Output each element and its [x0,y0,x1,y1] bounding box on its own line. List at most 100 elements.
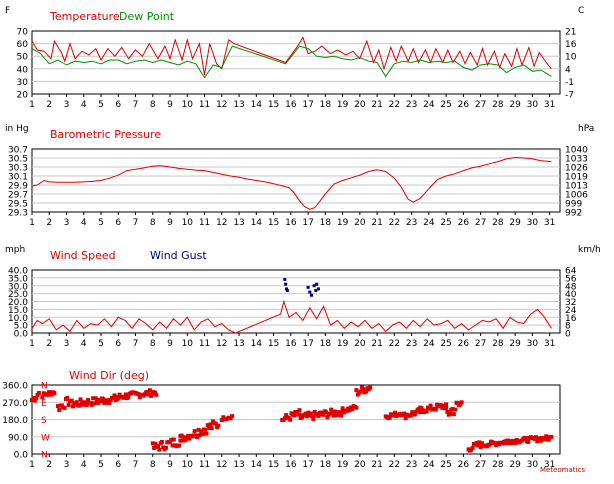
wind-dir-point [69,398,74,403]
x-tick-label: 18 [320,460,332,470]
y-tick-right: 1026 [565,164,588,174]
x-tick-label: 28 [492,218,504,228]
wind-dir-point [327,411,332,416]
wind-dir-point [533,435,538,440]
wind-dir-point [89,402,94,407]
wind-dir-point [338,411,343,416]
x-tick-label: 21 [371,100,382,110]
compass-label: N [41,451,48,461]
legend-item: Wind Gust [150,249,207,262]
wind-dir-point [126,395,131,400]
wind-dir-point [303,411,308,416]
x-tick-label: 1 [29,339,35,349]
wind-dir-point [183,438,188,443]
y-tick-left: 25.0 [8,290,28,300]
y-tick-right: 56 [565,274,577,284]
x-tick-label: 9 [167,339,173,349]
wind-dir-point [228,416,233,421]
x-tick-label: 6 [115,100,121,110]
x-tick-label: 12 [216,339,227,349]
footnote: Meteomatics [540,466,585,474]
x-tick-label: 29 [509,460,521,470]
wind-dir-point [306,410,311,415]
wind-dir-point [321,412,326,417]
wind-dir-point [284,413,289,418]
x-tick-label: 11 [199,339,210,349]
legend-item: Temperature [49,10,120,23]
x-tick-label: 28 [492,100,504,110]
wind-dir-point [539,438,544,443]
x-tick-label: 12 [216,100,227,110]
wind-dir-point [207,425,212,430]
x-tick-label: 14 [251,460,263,470]
compass-label: W [41,433,50,443]
wind-dir-point [492,441,497,446]
wind-dir-point [408,413,413,418]
x-tick-label: 21 [371,339,382,349]
compass-label: S [41,416,47,426]
x-tick-label: 12 [216,460,227,470]
wind-dir-point [305,414,310,419]
wind-dir-point [52,391,57,396]
wind-dir-point [424,409,429,414]
x-tick-label: 29 [509,339,521,349]
wind-dir-point [203,427,208,432]
gust-point [314,288,318,292]
x-tick-label: 20 [354,100,366,110]
x-tick-label: 7 [133,218,139,228]
wind-dir-point [86,398,91,403]
x-tick-label: 11 [199,460,210,470]
x-tick-label: 16 [285,100,297,110]
wind-dir-point [146,392,151,397]
y-tick-right: 64 [565,267,577,277]
plot-frame [31,30,561,95]
wind-dir-point [169,437,174,442]
y-tick-right: 8 [565,322,571,332]
wind-dir-point [311,416,316,421]
y-tick-left: 70 [17,28,29,38]
wind-dir-point [104,398,109,403]
wind-dir-point [152,390,157,395]
wind-dir-point [316,413,321,418]
wind-dir-point [339,413,344,418]
y-tick-left: 29.7 [8,191,28,201]
y-tick-left: 5.0 [14,322,29,332]
x-tick-label: 30 [527,339,539,349]
gust-point [306,285,310,289]
wind-dir-point [219,418,224,423]
wind-dir-point [312,409,317,414]
y-tick-left: 10.0 [8,314,28,324]
wind-dir-point [450,406,455,411]
wind-dir-point [40,395,45,400]
wind-dir-point [199,429,204,434]
gust-point [285,287,289,291]
wind-dir-point [549,434,554,439]
x-tick-label: 11 [199,100,210,110]
legend-item: Dew Point [119,10,175,23]
x-tick-label: 6 [115,460,121,470]
x-tick-label: 26 [458,460,470,470]
y-tick-left: 30.5 [8,155,28,165]
x-tick-label: 9 [167,218,173,228]
wind-dir-point [474,440,479,445]
wind-dir-point [428,403,433,408]
x-tick-label: 31 [544,460,555,470]
wind-dir-point [108,398,113,403]
x-tick-label: 13 [233,100,244,110]
wind-dir-point [205,423,210,428]
x-tick-label: 19 [337,100,349,110]
x-tick-label: 7 [133,100,139,110]
wind-dir-point [297,408,302,413]
x-tick-label: 31 [544,339,555,349]
x-tick-label: 17 [302,100,313,110]
y-tick-right: -7 [565,91,574,101]
wind-dir-point [453,407,458,412]
x-tick-label: 8 [150,100,156,110]
x-tick-label: 9 [167,100,173,110]
x-tick-label: 18 [320,218,332,228]
y-tick-right: 16 [565,40,577,50]
wind-dir-point [344,409,349,414]
wind-dir-point [354,388,359,393]
